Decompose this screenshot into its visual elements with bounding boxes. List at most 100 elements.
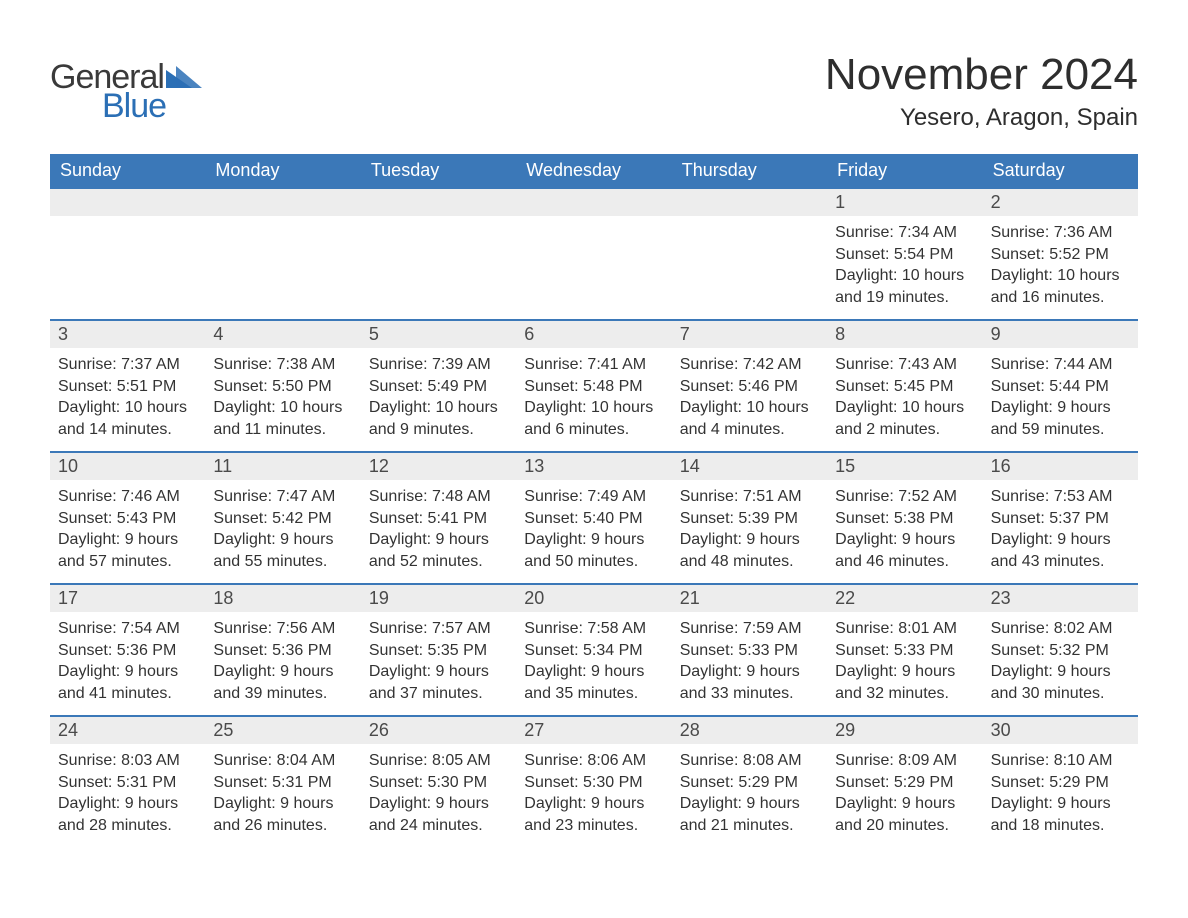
day-daylight2: and 14 minutes. — [58, 419, 197, 441]
day-daylight1: Daylight: 9 hours — [369, 529, 508, 551]
day-daylight2: and 57 minutes. — [58, 551, 197, 573]
day-number: 1 — [827, 189, 982, 216]
day-sunset: Sunset: 5:45 PM — [835, 376, 974, 398]
day-sunrise: Sunrise: 8:03 AM — [58, 750, 197, 772]
day-cell: 6Sunrise: 7:41 AMSunset: 5:48 PMDaylight… — [516, 321, 671, 451]
day-daylight2: and 52 minutes. — [369, 551, 508, 573]
day-sunset: Sunset: 5:39 PM — [680, 508, 819, 530]
day-daylight2: and 35 minutes. — [524, 683, 663, 705]
brand-triangle-icon — [166, 66, 202, 93]
day-daylight1: Daylight: 9 hours — [680, 793, 819, 815]
header: General Blue November 2024 Yesero, Arago… — [50, 40, 1138, 144]
day-sunset: Sunset: 5:29 PM — [835, 772, 974, 794]
day-daylight1: Daylight: 9 hours — [835, 661, 974, 683]
day-daylight1: Daylight: 9 hours — [524, 529, 663, 551]
day-cell: 25Sunrise: 8:04 AMSunset: 5:31 PMDayligh… — [205, 717, 360, 847]
day-number: 29 — [827, 717, 982, 744]
day-daylight2: and 26 minutes. — [213, 815, 352, 837]
day-sunrise: Sunrise: 7:43 AM — [835, 354, 974, 376]
weekday-header: Thursday — [672, 154, 827, 187]
day-number — [361, 189, 516, 216]
day-body: Sunrise: 7:57 AMSunset: 5:35 PMDaylight:… — [361, 612, 516, 704]
day-cell — [516, 189, 671, 319]
day-daylight2: and 24 minutes. — [369, 815, 508, 837]
day-cell — [50, 189, 205, 319]
day-daylight1: Daylight: 10 hours — [58, 397, 197, 419]
day-sunset: Sunset: 5:32 PM — [991, 640, 1130, 662]
day-daylight2: and 59 minutes. — [991, 419, 1130, 441]
day-sunrise: Sunrise: 7:49 AM — [524, 486, 663, 508]
day-body: Sunrise: 7:56 AMSunset: 5:36 PMDaylight:… — [205, 612, 360, 704]
day-daylight1: Daylight: 9 hours — [213, 793, 352, 815]
day-cell: 21Sunrise: 7:59 AMSunset: 5:33 PMDayligh… — [672, 585, 827, 715]
day-daylight2: and 55 minutes. — [213, 551, 352, 573]
day-number: 11 — [205, 453, 360, 480]
day-sunset: Sunset: 5:46 PM — [680, 376, 819, 398]
weekday-header: Tuesday — [361, 154, 516, 187]
day-sunset: Sunset: 5:41 PM — [369, 508, 508, 530]
day-sunset: Sunset: 5:33 PM — [835, 640, 974, 662]
day-sunset: Sunset: 5:36 PM — [213, 640, 352, 662]
week-row: 10Sunrise: 7:46 AMSunset: 5:43 PMDayligh… — [50, 451, 1138, 583]
day-cell: 11Sunrise: 7:47 AMSunset: 5:42 PMDayligh… — [205, 453, 360, 583]
day-sunrise: Sunrise: 8:10 AM — [991, 750, 1130, 772]
day-body: Sunrise: 8:01 AMSunset: 5:33 PMDaylight:… — [827, 612, 982, 704]
day-body: Sunrise: 8:08 AMSunset: 5:29 PMDaylight:… — [672, 744, 827, 836]
day-sunset: Sunset: 5:36 PM — [58, 640, 197, 662]
day-body: Sunrise: 8:06 AMSunset: 5:30 PMDaylight:… — [516, 744, 671, 836]
day-sunrise: Sunrise: 8:05 AM — [369, 750, 508, 772]
day-cell — [361, 189, 516, 319]
day-number: 2 — [983, 189, 1138, 216]
day-daylight1: Daylight: 9 hours — [58, 661, 197, 683]
day-daylight1: Daylight: 9 hours — [991, 793, 1130, 815]
day-number: 18 — [205, 585, 360, 612]
weekday-header: Saturday — [983, 154, 1138, 187]
day-cell: 26Sunrise: 8:05 AMSunset: 5:30 PMDayligh… — [361, 717, 516, 847]
day-daylight2: and 50 minutes. — [524, 551, 663, 573]
day-body: Sunrise: 7:53 AMSunset: 5:37 PMDaylight:… — [983, 480, 1138, 572]
day-cell: 27Sunrise: 8:06 AMSunset: 5:30 PMDayligh… — [516, 717, 671, 847]
day-number: 21 — [672, 585, 827, 612]
day-number — [205, 189, 360, 216]
day-cell: 7Sunrise: 7:42 AMSunset: 5:46 PMDaylight… — [672, 321, 827, 451]
day-sunrise: Sunrise: 8:04 AM — [213, 750, 352, 772]
week-row: 17Sunrise: 7:54 AMSunset: 5:36 PMDayligh… — [50, 583, 1138, 715]
day-daylight2: and 28 minutes. — [58, 815, 197, 837]
day-cell — [205, 189, 360, 319]
day-cell: 30Sunrise: 8:10 AMSunset: 5:29 PMDayligh… — [983, 717, 1138, 847]
day-number: 24 — [50, 717, 205, 744]
day-daylight2: and 11 minutes. — [213, 419, 352, 441]
day-daylight2: and 41 minutes. — [58, 683, 197, 705]
day-daylight1: Daylight: 9 hours — [369, 793, 508, 815]
day-number: 5 — [361, 321, 516, 348]
day-body: Sunrise: 7:39 AMSunset: 5:49 PMDaylight:… — [361, 348, 516, 440]
day-cell: 2Sunrise: 7:36 AMSunset: 5:52 PMDaylight… — [983, 189, 1138, 319]
day-body: Sunrise: 7:34 AMSunset: 5:54 PMDaylight:… — [827, 216, 982, 308]
day-sunrise: Sunrise: 7:57 AM — [369, 618, 508, 640]
day-sunrise: Sunrise: 7:37 AM — [58, 354, 197, 376]
day-daylight1: Daylight: 9 hours — [524, 793, 663, 815]
day-number: 8 — [827, 321, 982, 348]
day-sunrise: Sunrise: 7:39 AM — [369, 354, 508, 376]
day-sunrise: Sunrise: 7:52 AM — [835, 486, 974, 508]
day-daylight2: and 18 minutes. — [991, 815, 1130, 837]
day-body: Sunrise: 7:43 AMSunset: 5:45 PMDaylight:… — [827, 348, 982, 440]
day-daylight1: Daylight: 10 hours — [991, 265, 1130, 287]
week-row: 24Sunrise: 8:03 AMSunset: 5:31 PMDayligh… — [50, 715, 1138, 847]
day-daylight1: Daylight: 9 hours — [369, 661, 508, 683]
day-body: Sunrise: 7:37 AMSunset: 5:51 PMDaylight:… — [50, 348, 205, 440]
day-sunset: Sunset: 5:54 PM — [835, 244, 974, 266]
day-daylight1: Daylight: 9 hours — [58, 529, 197, 551]
day-body: Sunrise: 7:51 AMSunset: 5:39 PMDaylight:… — [672, 480, 827, 572]
day-number: 26 — [361, 717, 516, 744]
day-daylight2: and 39 minutes. — [213, 683, 352, 705]
day-number: 20 — [516, 585, 671, 612]
day-body: Sunrise: 8:02 AMSunset: 5:32 PMDaylight:… — [983, 612, 1138, 704]
day-cell: 15Sunrise: 7:52 AMSunset: 5:38 PMDayligh… — [827, 453, 982, 583]
weekday-header: Wednesday — [516, 154, 671, 187]
day-number — [50, 189, 205, 216]
day-daylight1: Daylight: 9 hours — [213, 529, 352, 551]
day-sunrise: Sunrise: 8:09 AM — [835, 750, 974, 772]
day-body: Sunrise: 7:48 AMSunset: 5:41 PMDaylight:… — [361, 480, 516, 572]
day-body: Sunrise: 7:54 AMSunset: 5:36 PMDaylight:… — [50, 612, 205, 704]
